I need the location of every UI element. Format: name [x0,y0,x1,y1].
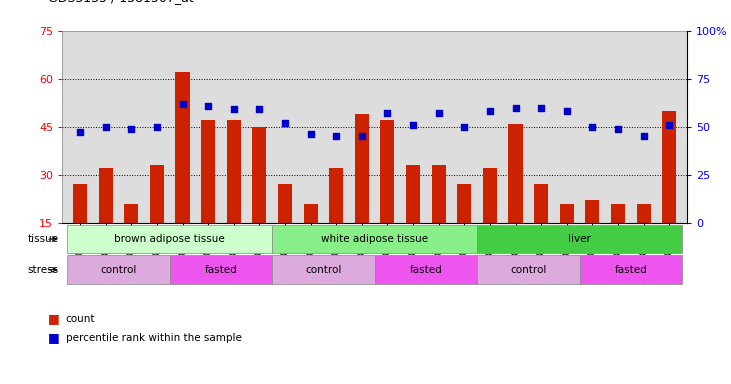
Point [126,126,137,132]
Point [407,122,419,128]
Text: fasted: fasted [205,265,238,275]
Point [305,131,317,137]
Bar [303,204,318,223]
Text: control: control [510,265,547,275]
Text: count: count [66,314,95,324]
Text: ■: ■ [48,312,59,325]
Point [484,108,496,114]
Bar [355,114,369,223]
Point [458,124,470,130]
Bar [406,165,420,223]
Bar [252,127,266,223]
Point [330,133,342,139]
Bar [227,120,240,223]
Point [382,110,393,116]
Bar [483,168,497,223]
Bar [534,184,548,223]
Bar [637,204,651,223]
Text: fasted: fasted [615,265,647,275]
Text: liver: liver [568,234,591,244]
Bar [380,120,395,223]
Point [228,106,240,113]
Point [254,106,265,113]
Text: control: control [100,265,137,275]
Bar [509,124,523,223]
Bar [611,204,625,223]
Bar [278,184,292,223]
Point [151,124,163,130]
Bar [150,165,164,223]
Bar [99,168,113,223]
Bar [329,168,344,223]
Point [279,120,291,126]
Text: brown adipose tissue: brown adipose tissue [114,234,225,244]
Point [586,124,598,130]
Bar [586,200,599,223]
Text: fasted: fasted [409,265,442,275]
Point [177,101,189,107]
Text: tissue: tissue [27,234,58,244]
Point [202,103,214,109]
Bar [124,204,138,223]
Text: ■: ■ [48,331,59,344]
Point [612,126,624,132]
Point [433,110,444,116]
Point [637,133,649,139]
Bar [458,184,471,223]
Text: control: control [306,265,341,275]
Bar [431,165,446,223]
Point [356,133,368,139]
Point [561,108,572,114]
Text: stress: stress [27,265,58,275]
Point [535,104,547,111]
Text: white adipose tissue: white adipose tissue [321,234,428,244]
Point [663,122,675,128]
Bar [201,120,215,223]
Bar [560,204,574,223]
Text: percentile rank within the sample: percentile rank within the sample [66,333,242,343]
Text: GDS3135 / 1381507_at: GDS3135 / 1381507_at [48,0,193,4]
Bar [662,111,676,223]
Bar [73,184,87,223]
Point [510,104,521,111]
Bar [175,72,189,223]
Point [75,129,86,136]
Point [100,124,112,130]
